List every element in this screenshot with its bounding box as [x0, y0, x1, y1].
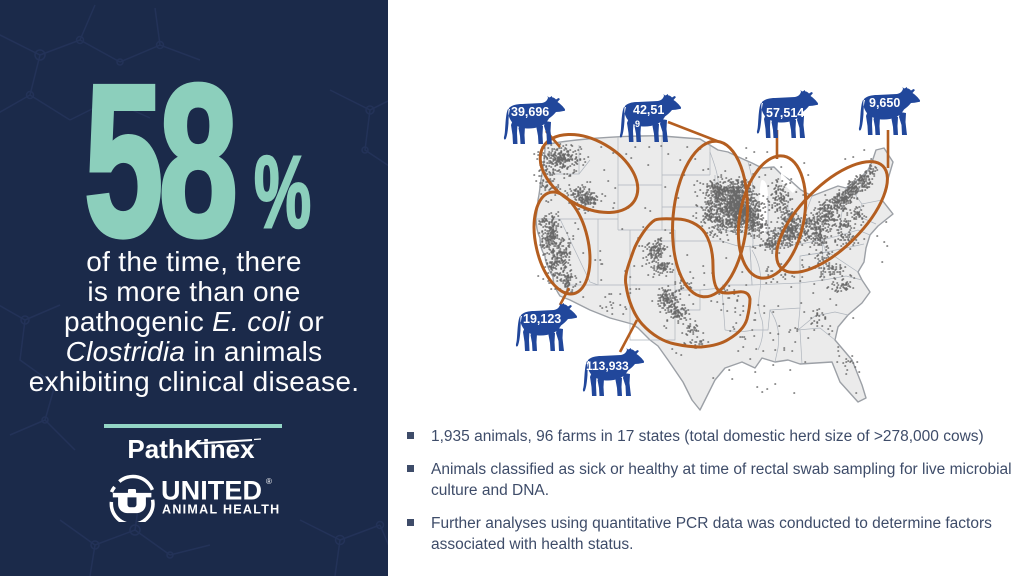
svg-text:42,51: 42,51 [633, 103, 664, 117]
svg-text:19,123: 19,123 [523, 312, 561, 326]
svg-text:9: 9 [635, 119, 640, 129]
svg-text:9,650: 9,650 [869, 96, 900, 110]
svg-text:39,696: 39,696 [511, 105, 549, 119]
svg-text:113,933: 113,933 [586, 359, 629, 373]
svg-text:ANIMAL HEALTH: ANIMAL HEALTH [162, 503, 281, 517]
svg-text:®: ® [266, 477, 272, 486]
svg-text:57,514: 57,514 [766, 106, 804, 120]
svg-text:UNITED: UNITED [161, 476, 262, 506]
